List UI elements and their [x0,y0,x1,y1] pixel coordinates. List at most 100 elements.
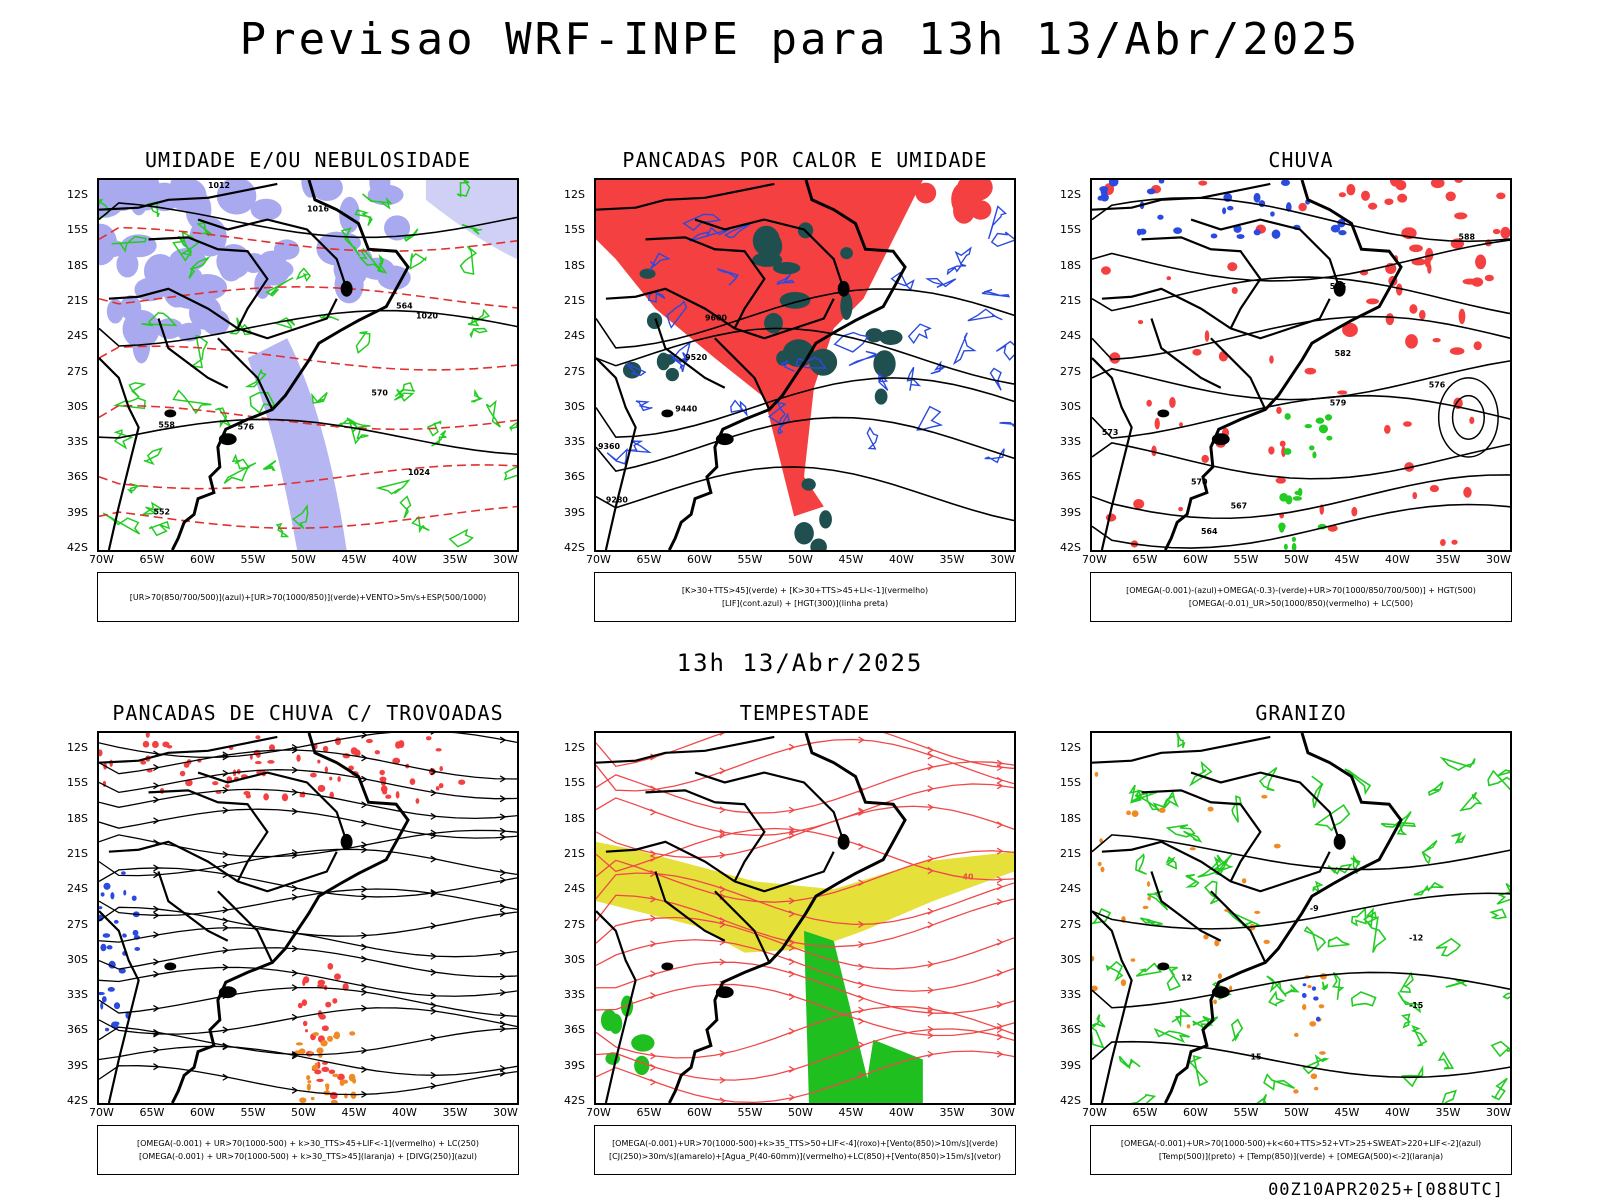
streamline [99,987,517,1017]
thickness-line [99,464,517,490]
low-humidity-contour [126,482,142,494]
latitude-tick-label: 27S [1060,364,1081,378]
country-border [108,840,298,893]
temp-850-contour [1489,908,1508,920]
omega-orange [1203,934,1209,940]
flow-arrow [430,855,438,863]
flow-arrow [291,893,299,901]
country-border [99,357,140,550]
panel-legend: [K>30+TTS>45](verde) + [K>30+TTS>45+LI<-… [594,572,1016,622]
lake [164,409,177,418]
flow-arrow [788,970,796,978]
country-border [197,771,348,843]
rain-red [1342,322,1358,338]
contour-label: 40 [962,872,974,881]
temp-850-contour [1263,1073,1295,1091]
low-humidity-contour [311,391,328,404]
low-humidity-contour [244,369,267,388]
humidity-fill [250,198,282,221]
omega-orange [1213,999,1217,1005]
latitude-tick-label: 36S [1060,470,1081,484]
instability-fill [957,180,993,202]
flow-arrow [719,1049,727,1057]
low-humidity-contour [172,235,193,262]
pressure-line [99,202,517,239]
rain-blue [1330,224,1341,233]
flow-arrow [650,1078,657,1086]
rain-red [1397,193,1408,203]
flow-arrow [499,1012,507,1020]
country-border [1101,287,1291,340]
latitude-tick-label: 15S [564,223,585,237]
humidity-fill [177,322,202,342]
temp-850-contour [1350,854,1361,874]
temp-500-line [1092,834,1510,871]
lake [218,986,237,999]
contour-label: 552 [153,507,170,516]
rain-blue [1338,230,1347,236]
storm-red [297,1002,303,1009]
flow-arrow [650,992,657,1000]
storm-orange [309,1051,313,1055]
flow-arrow [291,807,299,815]
temp-850-contour [1135,853,1147,875]
rain-green [1309,445,1315,451]
flow-arrow [927,1050,935,1058]
lifted-index-contour [946,263,967,276]
lifted-index-contour [767,401,787,425]
country-border [1150,318,1222,389]
latitude-tick-label: 36S [564,1023,585,1037]
map-canvas: 588585582579576573570567564 [1092,180,1510,550]
temp-850-contour [1256,1094,1268,1103]
storm-red [435,748,442,752]
storm-red [321,1025,329,1032]
flow-arrow [153,817,160,825]
low-humidity-contour [180,230,200,257]
flow-arrow [222,861,230,869]
storm-red [304,1029,309,1033]
rain-green [1291,536,1297,542]
storm-red [215,790,222,794]
strong-instability-fill [639,268,656,279]
streamline [99,829,517,858]
legend-line: [UR>70(850/700/500)](azul)+[UR>70(1000/8… [129,592,487,602]
country-border [99,735,278,764]
omega-orange [1126,810,1132,816]
flow-arrow [927,867,935,875]
streamline [99,1065,517,1096]
latitude-tick-label: 42S [67,541,88,554]
lifted-index-contour [669,352,691,363]
rain-blue [1280,180,1290,187]
divergence-blue [100,1001,104,1010]
storm-red [425,736,432,741]
storm-orange [352,1078,357,1084]
contour-label: 576 [238,422,255,431]
rain-blue [1222,207,1227,215]
longitude-tick-label: 45W [1334,1106,1360,1119]
flow-arrow [719,958,727,966]
rain-red [1154,417,1160,430]
rain-green [1312,451,1317,459]
flow-arrow [291,849,299,857]
rain-blue [1158,180,1165,184]
country-border [654,871,726,942]
contour-label: 582 [1335,349,1352,358]
latitude-tick-label: 24S [564,882,585,896]
wind-850-fill [634,1055,650,1076]
temp-850-contour [1118,1055,1141,1070]
longitude-tick-label: 70W [1082,553,1107,566]
temp-500-line [1092,971,1510,1009]
low-humidity-contour [411,515,430,534]
latitude-tick-label: 24S [1060,882,1081,896]
flow-arrow [858,842,865,850]
flow-arrow [222,806,230,814]
flow-arrow [858,994,865,1002]
low-humidity-contour [262,460,277,471]
strong-instability-fill [646,312,663,330]
temp-850-contour [1421,839,1438,865]
flow-arrow [927,921,935,929]
rain-red [1463,486,1472,498]
divergence-blue [120,871,126,875]
rain-green [1291,542,1297,550]
